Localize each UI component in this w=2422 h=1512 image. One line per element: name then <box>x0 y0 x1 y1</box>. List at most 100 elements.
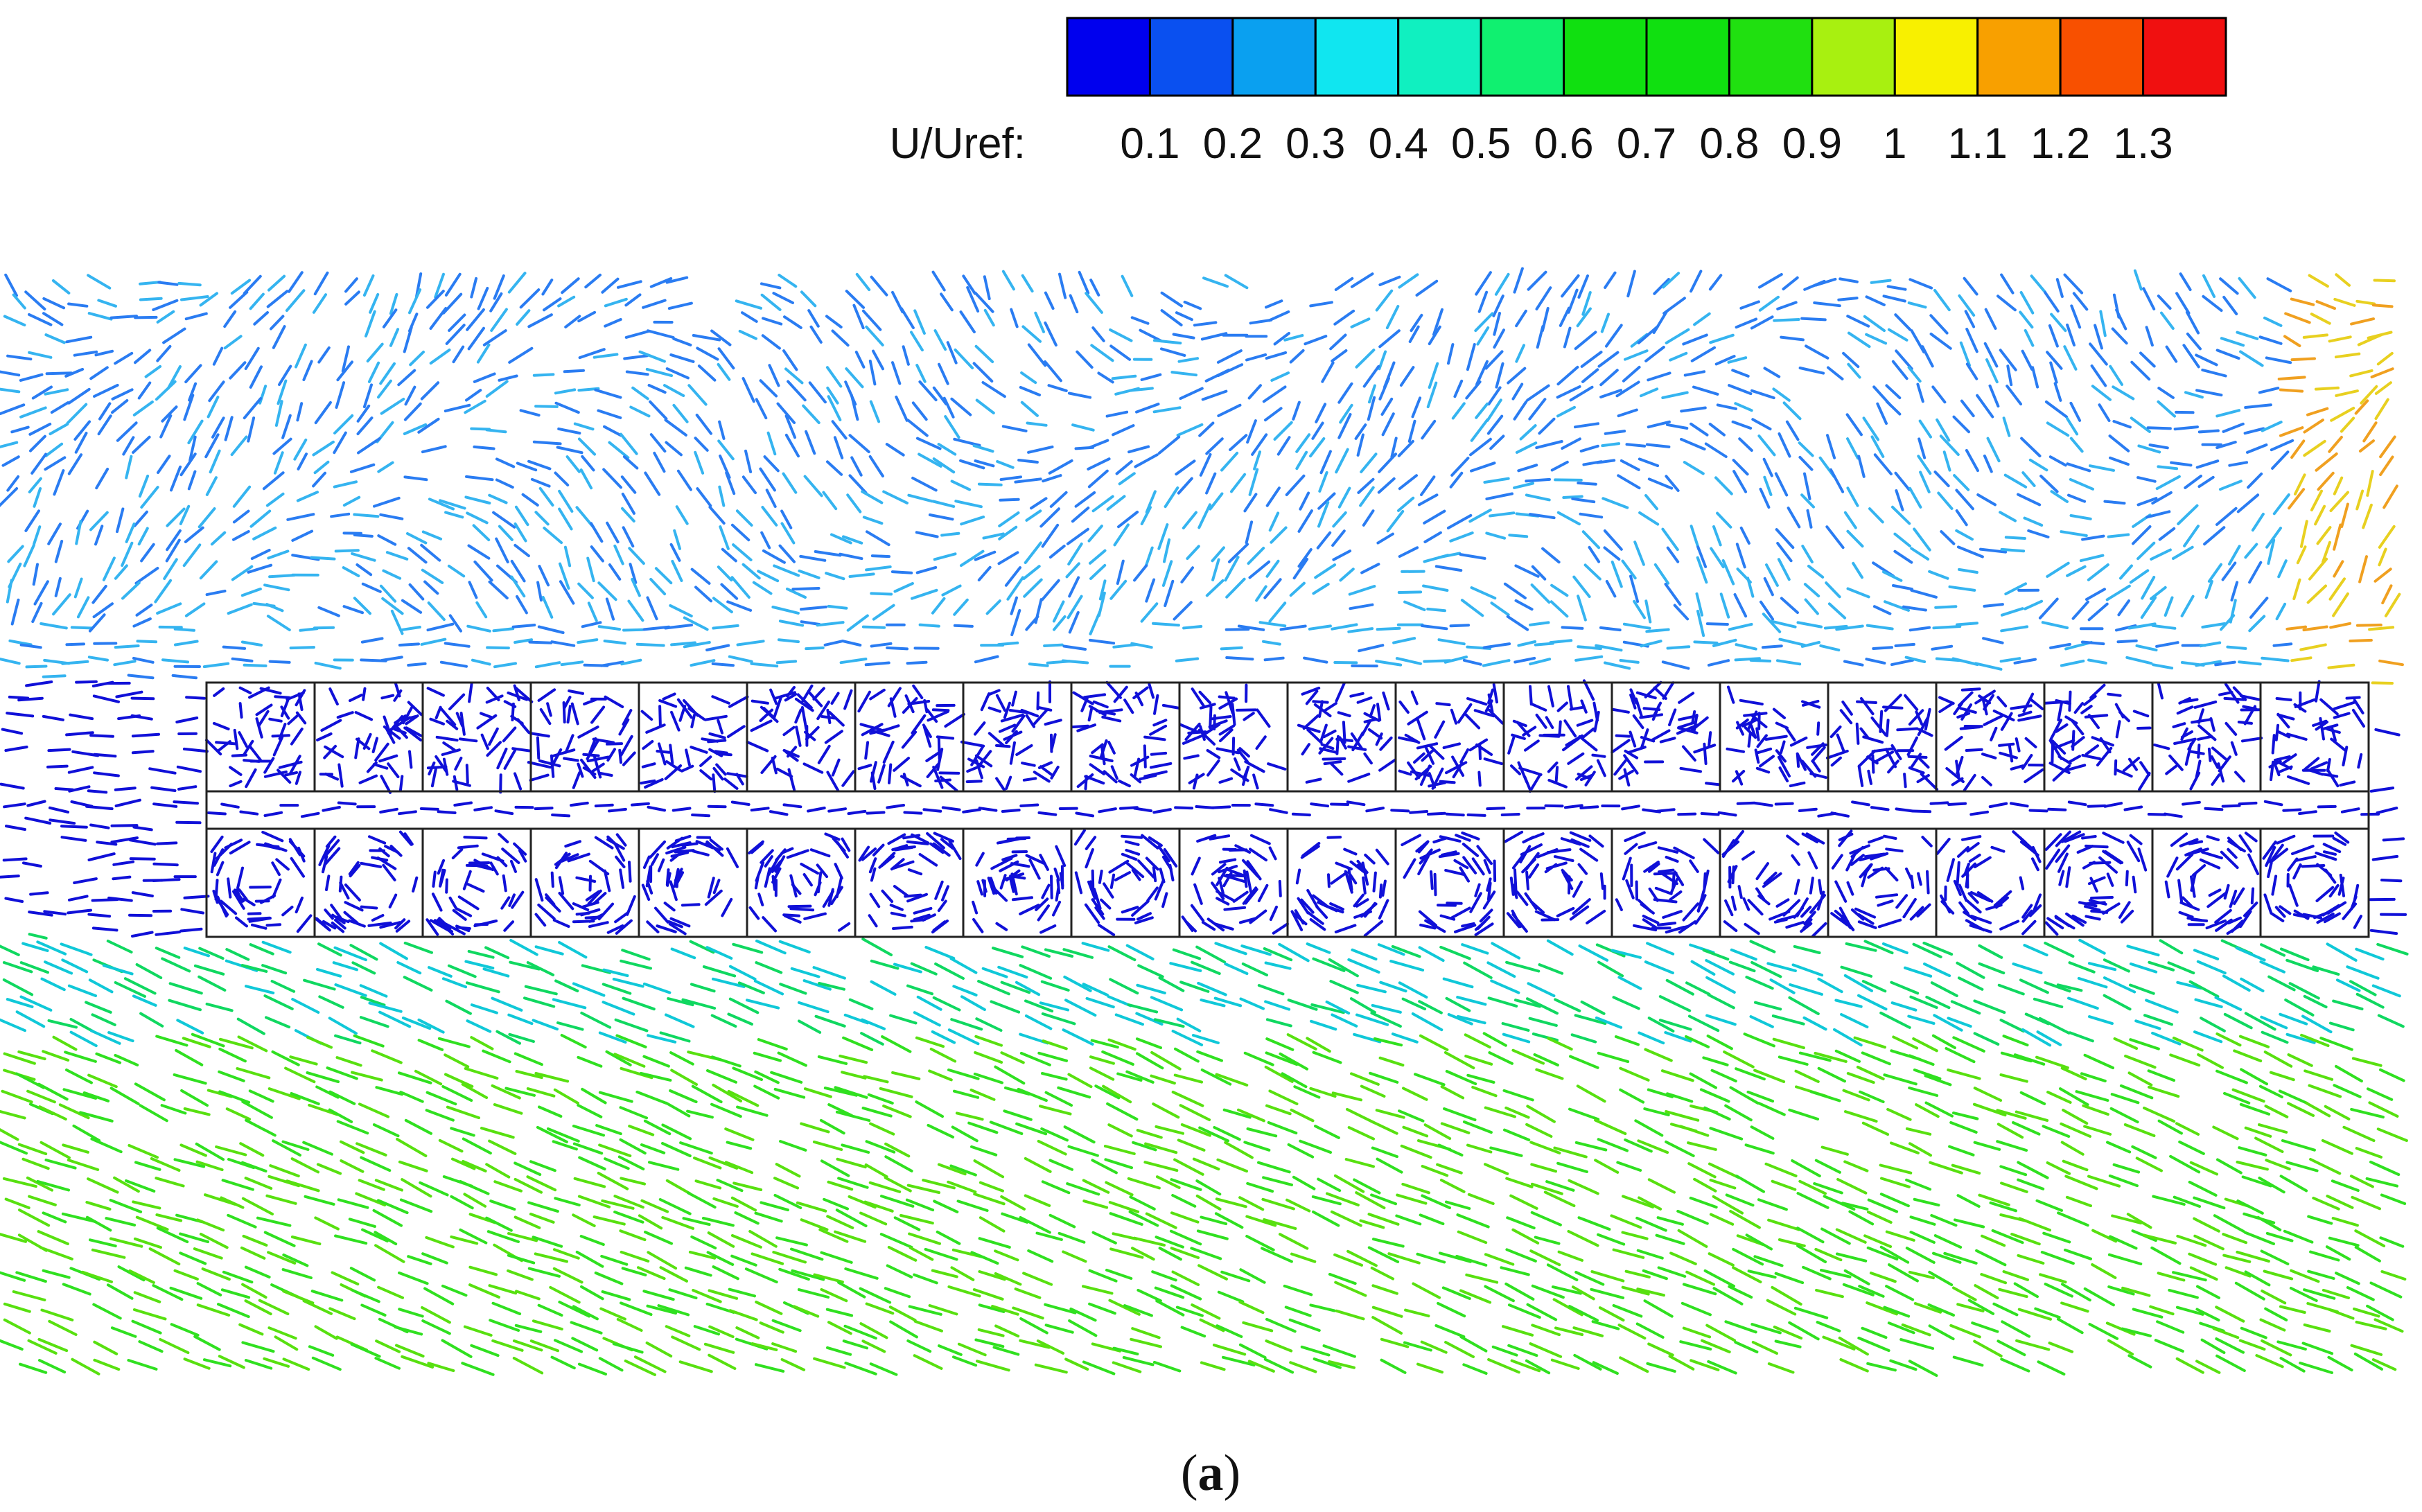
velocity-vector <box>572 1125 605 1137</box>
velocity-vector <box>863 1200 894 1213</box>
velocity-vector <box>466 308 485 331</box>
velocity-vector <box>374 742 389 762</box>
velocity-vector <box>590 762 605 773</box>
velocity-vector <box>2279 1305 2306 1314</box>
velocity-vector <box>1195 945 1226 964</box>
velocity-vector <box>1112 1346 1139 1355</box>
velocity-vector <box>1418 946 1445 962</box>
velocity-vector <box>987 877 996 895</box>
velocity-vector <box>1066 1182 1100 1196</box>
velocity-vector <box>1491 1345 1518 1357</box>
velocity-vector <box>1956 545 1984 559</box>
velocity-vector <box>2284 999 2315 1017</box>
velocity-vector <box>331 1271 360 1286</box>
velocity-vector <box>274 400 283 427</box>
velocity-vector <box>1177 1139 1206 1152</box>
velocity-vector <box>977 1328 1005 1337</box>
velocity-vector <box>1687 1014 1720 1032</box>
velocity-vector <box>1349 997 1376 1014</box>
velocity-vector <box>1267 1121 1298 1135</box>
velocity-vector <box>196 1303 231 1317</box>
velocity-vector <box>1089 638 1116 645</box>
velocity-vector <box>2222 1233 2248 1245</box>
velocity-vector <box>932 766 944 789</box>
velocity-vector <box>1192 1157 1220 1171</box>
velocity-vector <box>553 1248 580 1260</box>
velocity-vector <box>1329 333 1347 351</box>
velocity-vector <box>2019 1091 2046 1105</box>
velocity-vector <box>1732 470 1748 493</box>
velocity-vector <box>1858 1285 1885 1298</box>
velocity-vector <box>1218 724 1236 736</box>
velocity-vector <box>1807 565 1825 579</box>
velocity-vector <box>1502 1325 1534 1337</box>
velocity-vector <box>826 1346 852 1356</box>
velocity-vector <box>2200 1017 2226 1032</box>
velocity-vector <box>510 714 524 725</box>
velocity-vector <box>1083 693 1107 699</box>
velocity-vector <box>1035 897 1049 911</box>
velocity-vector <box>972 900 979 915</box>
velocity-vector <box>0 387 21 394</box>
velocity-vector <box>601 277 620 294</box>
velocity-vector <box>2332 592 2349 617</box>
velocity-vector <box>865 325 884 346</box>
velocity-vector <box>2220 337 2245 347</box>
velocity-vector <box>1036 1339 1065 1355</box>
velocity-vector <box>1116 559 1125 585</box>
velocity-vector <box>28 933 48 940</box>
velocity-vector <box>572 771 581 789</box>
velocity-vector <box>1647 1342 1674 1357</box>
velocity-vector <box>232 485 252 508</box>
velocity-vector <box>681 998 717 1010</box>
velocity-vector <box>1577 482 1597 486</box>
velocity-vector <box>1682 1326 1712 1339</box>
velocity-vector <box>538 486 554 507</box>
velocity-vector <box>861 1018 886 1030</box>
velocity-vector <box>861 1107 893 1118</box>
velocity-vector <box>869 400 881 423</box>
velocity-vector <box>6 579 13 604</box>
velocity-vector <box>977 482 1003 486</box>
velocity-vector <box>249 943 274 956</box>
velocity-vector <box>1328 958 1359 978</box>
velocity-vector <box>1347 627 1374 633</box>
velocity-vector <box>1091 326 1105 342</box>
velocity-vector <box>1261 1247 1293 1263</box>
velocity-vector <box>134 315 158 319</box>
velocity-vector <box>2276 730 2291 739</box>
velocity-vector <box>1249 834 1271 845</box>
velocity-vector <box>585 890 601 902</box>
velocity-vector <box>1601 442 1621 448</box>
velocity-vector <box>1599 389 1622 398</box>
velocity-vector <box>121 541 134 568</box>
velocity-vector <box>762 317 783 326</box>
velocity-vector <box>44 442 64 457</box>
velocity-vector <box>281 1268 313 1279</box>
velocity-vector <box>782 748 800 758</box>
velocity-vector <box>2060 1122 2091 1138</box>
velocity-vector <box>1360 563 1380 574</box>
velocity-vector <box>1771 1179 1797 1191</box>
velocity-vector <box>468 682 473 703</box>
velocity-vector <box>1629 694 1637 710</box>
velocity-vector <box>1360 452 1378 473</box>
velocity-vector <box>1019 904 1040 915</box>
velocity-vector <box>67 908 92 915</box>
velocity-vector <box>2068 961 2096 974</box>
velocity-vector <box>1839 277 1859 283</box>
velocity-vector <box>884 1287 911 1299</box>
velocity-vector <box>2085 744 2099 756</box>
velocity-vector <box>619 1229 647 1242</box>
velocity-vector <box>2296 545 2307 565</box>
velocity-vector <box>448 693 466 711</box>
velocity-vector <box>280 705 290 720</box>
velocity-vector <box>1733 593 1748 618</box>
velocity-vector <box>1130 316 1150 325</box>
velocity-vector <box>2157 681 2164 700</box>
velocity-vector <box>674 849 695 854</box>
velocity-vector <box>37 1337 69 1353</box>
colorbar-tick-label: 1.2 <box>2030 120 2090 168</box>
velocity-vector <box>232 890 245 910</box>
velocity-vector <box>1570 1033 1597 1044</box>
